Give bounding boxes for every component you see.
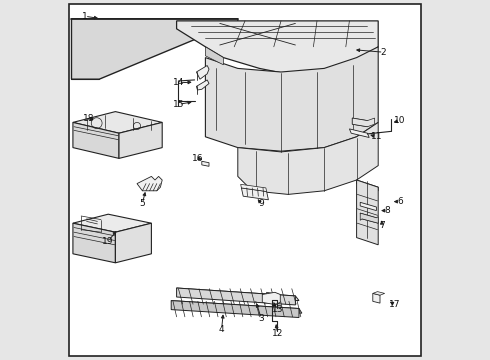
Polygon shape	[72, 19, 238, 79]
Text: 8: 8	[384, 206, 390, 215]
Polygon shape	[267, 292, 279, 303]
Text: 15: 15	[172, 100, 184, 109]
Text: 3: 3	[258, 314, 264, 323]
Polygon shape	[196, 80, 209, 90]
Text: 4: 4	[219, 325, 224, 334]
Polygon shape	[357, 180, 378, 191]
Text: 9: 9	[258, 199, 264, 208]
Polygon shape	[262, 292, 280, 305]
Text: 2: 2	[381, 48, 387, 57]
Polygon shape	[116, 223, 151, 263]
Text: 18: 18	[83, 114, 94, 123]
Polygon shape	[171, 301, 302, 313]
Polygon shape	[119, 122, 162, 158]
Text: 17: 17	[389, 300, 400, 309]
Text: 10: 10	[394, 116, 406, 125]
Polygon shape	[73, 223, 116, 263]
Text: 19: 19	[102, 237, 114, 246]
Polygon shape	[73, 122, 119, 158]
Polygon shape	[352, 118, 368, 127]
Polygon shape	[176, 288, 299, 301]
Polygon shape	[349, 129, 369, 138]
Polygon shape	[360, 213, 378, 223]
Polygon shape	[352, 118, 374, 127]
Text: 16: 16	[193, 154, 204, 163]
Polygon shape	[73, 214, 151, 232]
Polygon shape	[176, 288, 295, 305]
Polygon shape	[373, 293, 380, 303]
Polygon shape	[171, 301, 299, 318]
Polygon shape	[73, 112, 162, 133]
Text: 6: 6	[397, 197, 403, 206]
Text: 12: 12	[272, 328, 283, 338]
Polygon shape	[360, 202, 376, 211]
Polygon shape	[373, 292, 385, 295]
Text: 7: 7	[379, 220, 385, 230]
Polygon shape	[205, 47, 223, 65]
Polygon shape	[137, 176, 162, 191]
Text: 13: 13	[271, 305, 283, 314]
Polygon shape	[196, 66, 209, 79]
Polygon shape	[202, 161, 209, 166]
Polygon shape	[205, 47, 378, 151]
Polygon shape	[238, 122, 378, 194]
Polygon shape	[241, 184, 267, 192]
Text: 5: 5	[140, 199, 145, 208]
Text: 11: 11	[370, 132, 382, 141]
Text: 14: 14	[172, 78, 184, 87]
Polygon shape	[242, 188, 269, 200]
Text: 1: 1	[82, 12, 88, 21]
Polygon shape	[176, 21, 378, 76]
Polygon shape	[357, 180, 378, 245]
Polygon shape	[360, 213, 378, 223]
